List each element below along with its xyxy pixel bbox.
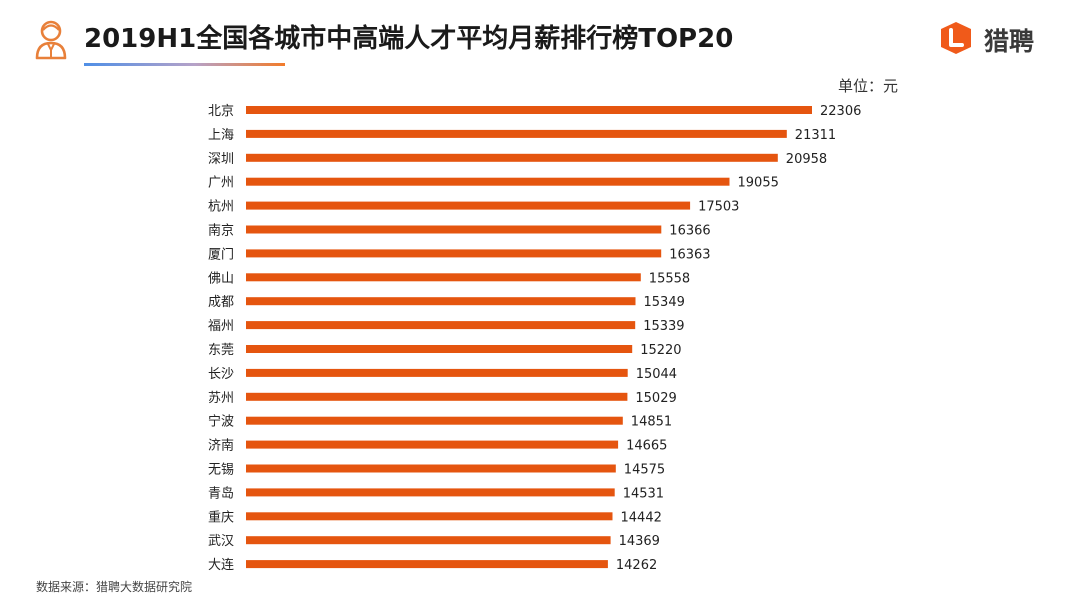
bar [246,297,636,306]
value-label: 22306 [820,104,861,119]
bar [246,249,662,258]
bar [246,129,787,138]
category-label: 上海 [208,128,234,143]
value-label: 19055 [738,176,779,191]
category-label: 杭州 [208,200,234,215]
value-label: 14369 [619,534,660,549]
category-label: 苏州 [208,390,234,406]
bar [246,153,778,162]
title-underline [84,63,285,66]
value-label: 15029 [635,391,676,406]
category-label: 东莞 [208,343,234,358]
value-label: 15349 [644,295,685,310]
brand-name: 猎聘 [984,27,1035,56]
category-label: 宁波 [208,414,234,430]
category-label: 厦门 [208,247,234,262]
value-label: 14531 [623,486,664,501]
category-label: 佛山 [208,271,234,286]
value-label: 15044 [636,367,677,382]
value-label: 15558 [649,271,690,286]
category-label: 南京 [208,223,234,239]
liepin-logo-icon [941,22,971,54]
bar [246,536,611,545]
value-label: 14851 [631,415,672,430]
bar [246,321,636,330]
value-label: 20958 [786,152,827,167]
brand: 猎聘 [938,20,1058,58]
bar [246,440,619,449]
value-label: 16363 [669,247,710,262]
bar [246,106,812,114]
category-label: 重庆 [208,509,234,525]
value-label: 21311 [795,128,836,143]
category-label: 大连 [208,557,234,573]
value-label: 17503 [698,200,739,215]
value-label: 14665 [626,439,667,454]
bar [246,488,615,497]
category-label: 深圳 [208,152,234,167]
value-label: 14262 [616,558,657,573]
value-label: 16366 [669,224,710,239]
bar [246,392,628,401]
category-label: 济南 [208,438,234,454]
bar [246,225,662,234]
bar [246,560,608,569]
bar [246,368,628,377]
source-note: 数据来源：猎聘大数据研究院 [36,580,193,594]
bar [246,416,623,425]
page-title: 2019H1全国各城市中高端人才平均月薪排行榜TOP20 [84,24,734,54]
category-label: 长沙 [208,367,234,382]
value-label: 14442 [621,510,662,525]
category-label: 武汉 [208,534,234,549]
bar [246,273,641,282]
category-label: 福州 [208,319,234,334]
unit-label: 单位：元 [838,77,899,95]
value-label: 15339 [643,319,684,334]
person-avatar-icon [35,20,67,60]
category-label: 青岛 [208,485,234,501]
value-label: 14575 [624,463,665,478]
bar [246,464,616,473]
bar [246,201,691,210]
bar [246,177,730,186]
bar [246,512,613,521]
category-label: 成都 [208,295,234,310]
category-label: 无锡 [208,463,234,478]
category-label: 广州 [208,176,234,191]
category-label: 北京 [208,104,234,119]
value-label: 15220 [640,343,681,358]
bar [246,345,633,353]
